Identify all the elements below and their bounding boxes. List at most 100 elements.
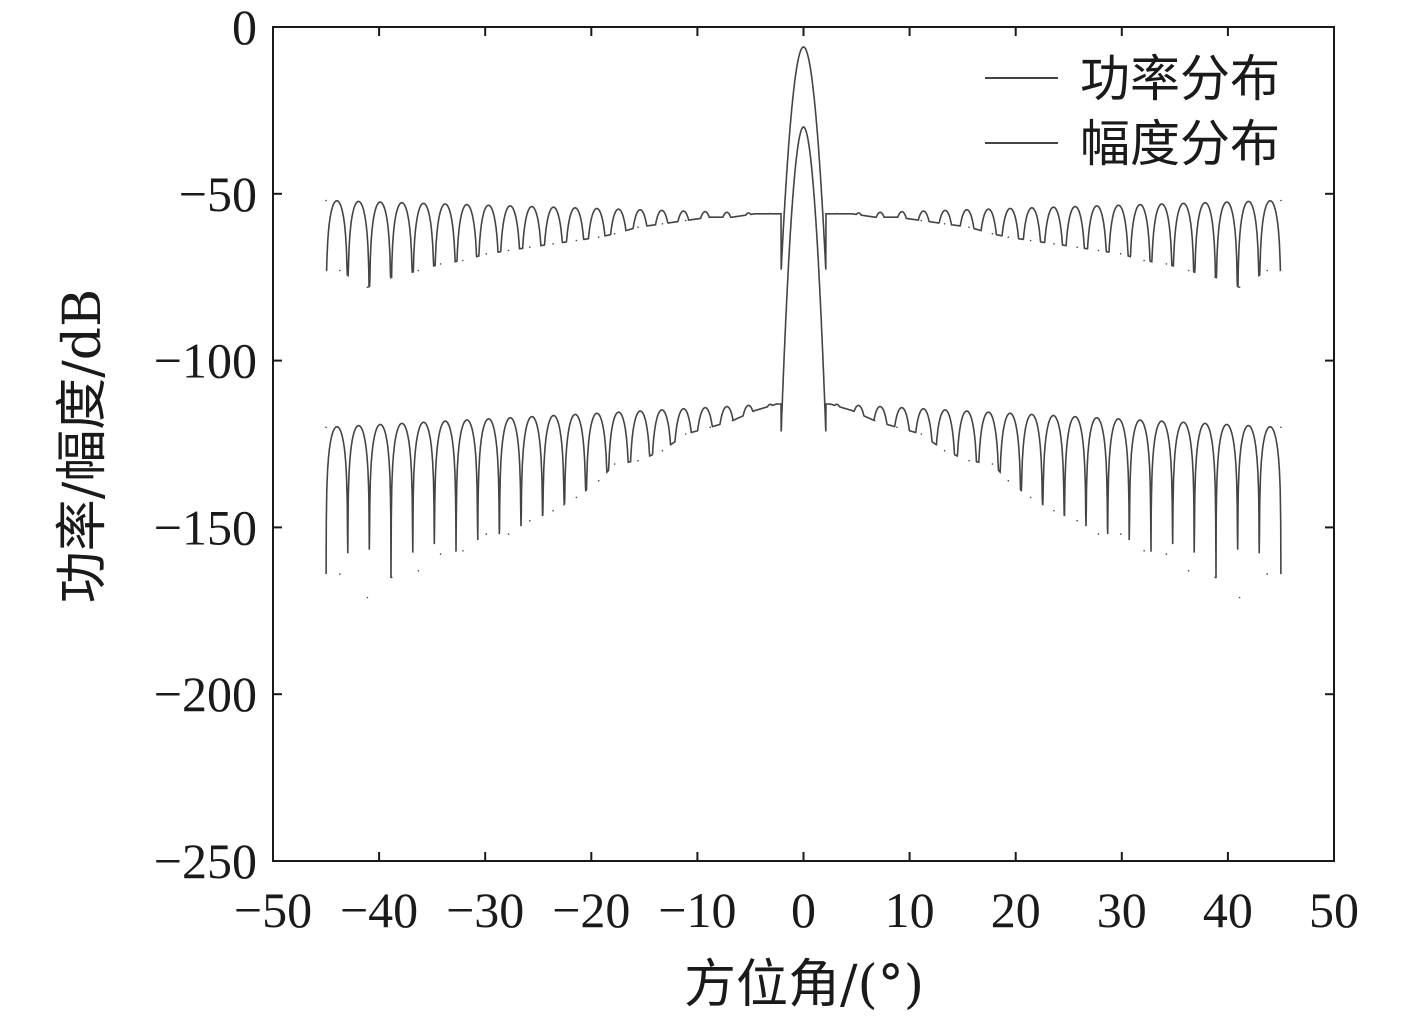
data-point-amplitude xyxy=(552,243,554,245)
data-point-amplitude xyxy=(366,286,369,289)
data-point-amplitude xyxy=(462,259,464,262)
x-tick-label: −40 xyxy=(340,882,418,938)
data-point-power xyxy=(1007,479,1010,482)
data-point-amplitude xyxy=(613,233,616,235)
data-point-amplitude xyxy=(1119,253,1122,255)
series-line-power xyxy=(325,126,1282,579)
x-tick-label: −50 xyxy=(234,882,312,938)
y-tick-label: −150 xyxy=(154,499,257,555)
data-point-amplitude xyxy=(637,226,639,228)
data-point-amplitude xyxy=(1143,259,1145,262)
y-tick-label: −50 xyxy=(179,166,257,222)
data-point-amplitude xyxy=(507,249,510,252)
data-point-power xyxy=(597,479,600,482)
data-point-power xyxy=(552,509,554,512)
data-point-power xyxy=(1165,553,1168,555)
data-point-amplitude xyxy=(1029,239,1032,242)
data-point-power xyxy=(991,463,994,465)
data-point-amplitude xyxy=(439,263,442,265)
y-tick-label: 0 xyxy=(232,0,257,55)
x-tick-label: −30 xyxy=(446,882,524,938)
data-point-power xyxy=(968,459,970,462)
data-point-power xyxy=(1143,550,1145,552)
legend: 功率分布 幅度分布 xyxy=(985,50,1280,173)
data-point-amplitude xyxy=(943,223,946,225)
data-point-power xyxy=(920,433,923,435)
data-point-amplitude xyxy=(1053,243,1055,245)
data-point-power xyxy=(439,553,442,555)
x-tick-label: 20 xyxy=(991,882,1041,938)
legend-label-amplitude: 幅度分布 xyxy=(1080,115,1280,173)
y-axis-ticks: 0 −50 −100 −150 −200 −250 xyxy=(154,0,1334,889)
data-point-power xyxy=(417,570,420,572)
x-tick-label: 10 xyxy=(885,882,935,938)
data-point-power xyxy=(829,403,831,405)
data-point-power xyxy=(529,519,531,522)
data-point-power xyxy=(485,533,488,535)
data-point-power xyxy=(1238,596,1241,599)
data-point-power xyxy=(613,463,616,465)
data-point-amplitude xyxy=(776,213,778,215)
data-point-amplitude xyxy=(1007,236,1010,238)
legend-label-power: 功率分布 xyxy=(1080,50,1280,108)
data-point-power xyxy=(873,419,876,422)
data-point-amplitude xyxy=(1214,276,1216,279)
data-point-power xyxy=(1214,576,1216,579)
data-point-amplitude xyxy=(417,269,420,272)
data-point-amplitude xyxy=(829,213,831,215)
data-point-amplitude xyxy=(851,213,854,215)
data-point-amplitude xyxy=(1165,263,1168,265)
data-point-amplitude xyxy=(485,253,488,255)
data-point-amplitude xyxy=(873,216,876,218)
data-point-amplitude xyxy=(802,46,805,48)
data-point-power xyxy=(637,459,639,462)
data-point-power xyxy=(753,409,756,412)
data-point-amplitude xyxy=(1280,199,1282,202)
data-point-amplitude xyxy=(325,199,327,202)
plot-area: −50 −40 −30 −20 −10 0 10 20 30 40 50 0−50−100−150−… xyxy=(154,0,1359,938)
data-point-power xyxy=(802,126,805,128)
data-point-power xyxy=(1053,509,1055,512)
data-point-power xyxy=(1029,496,1032,499)
data-point-amplitude xyxy=(1097,249,1100,252)
x-axis-ticks: −50 −40 −30 −20 −10 0 10 20 30 40 50 xyxy=(234,27,1359,938)
x-tick-label: 30 xyxy=(1097,882,1147,938)
data-point-power xyxy=(1187,570,1190,572)
x-tick-label: 40 xyxy=(1203,882,1253,938)
data-point-amplitude xyxy=(920,219,923,222)
data-point-amplitude xyxy=(575,239,578,242)
data-point-amplitude xyxy=(1238,286,1241,289)
data-point-power xyxy=(896,426,898,429)
data-point-power xyxy=(684,433,687,435)
data-point-power xyxy=(1119,533,1122,535)
data-point-amplitude xyxy=(753,213,756,215)
data-point-power xyxy=(731,419,734,422)
data-point-power xyxy=(776,403,778,405)
y-tick-label: −100 xyxy=(154,333,257,389)
data-point-power xyxy=(462,550,464,552)
data-point-amplitude xyxy=(968,226,970,228)
data-point-amplitude xyxy=(991,233,994,235)
data-point-amplitude xyxy=(1266,269,1268,272)
x-tick-label: −20 xyxy=(552,882,630,938)
data-point-power xyxy=(661,449,664,452)
data-point-amplitude xyxy=(597,236,600,238)
data-point-power xyxy=(1076,519,1078,522)
data-point-power xyxy=(1280,426,1282,429)
y-tick-label: −250 xyxy=(154,833,257,889)
data-point-amplitude xyxy=(1187,269,1190,272)
data-point-amplitude xyxy=(684,219,687,222)
x-tick-label: −10 xyxy=(658,882,736,938)
data-point-power xyxy=(325,426,327,429)
data-point-amplitude xyxy=(339,269,341,272)
x-axis-label: 方位角/(°) xyxy=(684,955,924,1015)
data-point-power xyxy=(709,426,711,429)
data-point-power xyxy=(339,573,341,575)
data-point-power xyxy=(1097,533,1100,535)
data-point-amplitude xyxy=(529,246,531,248)
x-tick-label: 0 xyxy=(791,882,816,938)
data-point-amplitude xyxy=(896,216,898,218)
y-axis-label: 功率/幅度/dB xyxy=(53,289,113,604)
x-tick-label: 50 xyxy=(1309,882,1359,938)
